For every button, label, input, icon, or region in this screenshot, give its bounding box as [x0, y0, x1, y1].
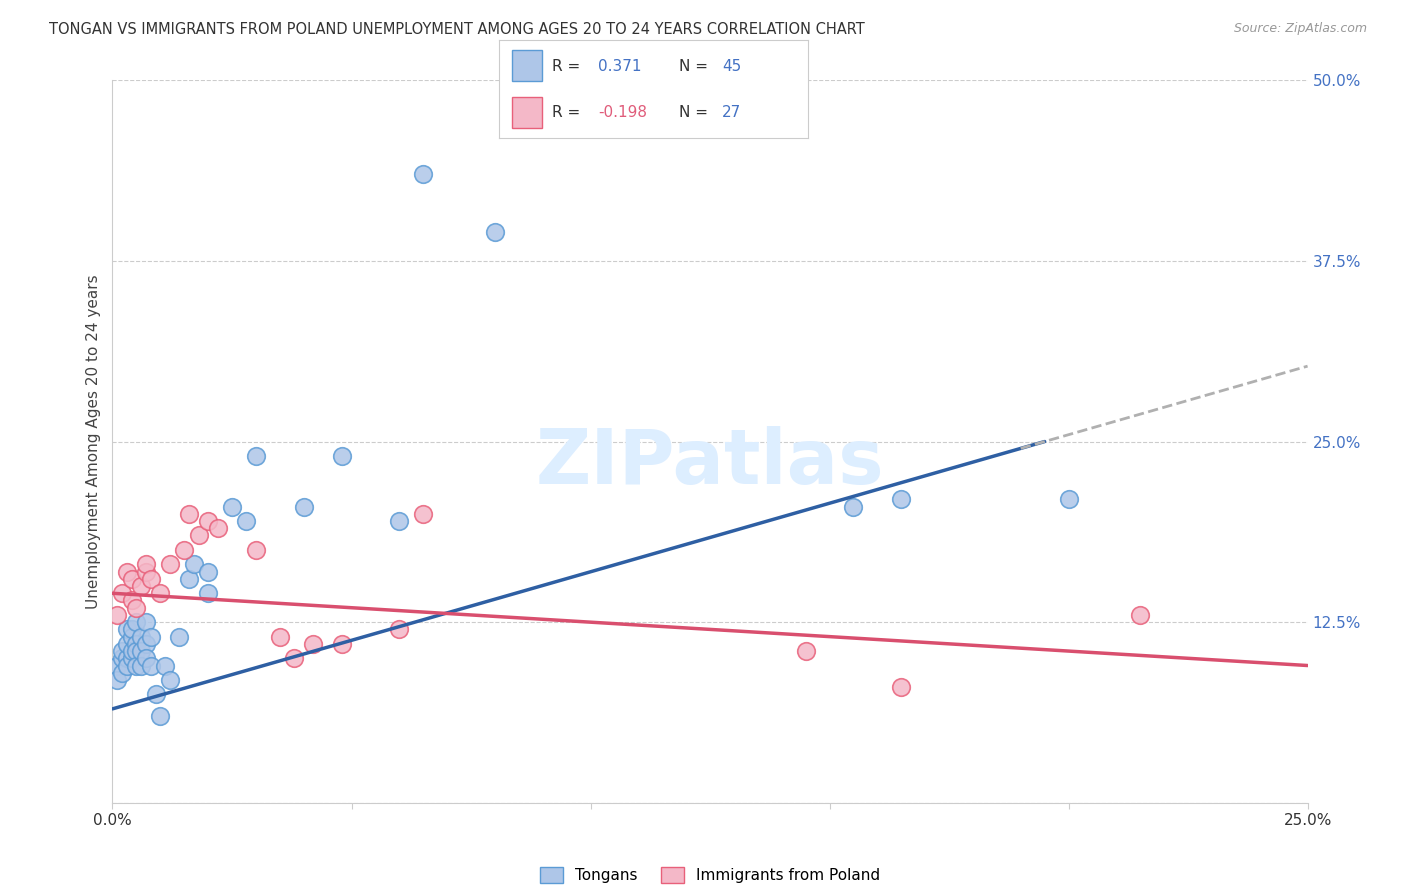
Point: [890, 680, 912, 694]
Legend: Tongans, Immigrants from Poland: Tongans, Immigrants from Poland: [534, 861, 886, 889]
Point: [121, 651, 143, 665]
Point: [115, 651, 138, 665]
Text: R =: R =: [551, 105, 579, 120]
Point: [105, 673, 128, 687]
Point: [177, 507, 200, 521]
Point: [139, 630, 162, 644]
Point: [245, 542, 267, 557]
Point: [115, 565, 138, 579]
Text: -0.198: -0.198: [598, 105, 647, 120]
Point: [125, 637, 148, 651]
Text: N =: N =: [679, 59, 707, 74]
FancyBboxPatch shape: [512, 50, 543, 81]
Point: [1129, 607, 1152, 622]
Point: [135, 558, 157, 572]
Text: 45: 45: [721, 59, 741, 74]
Point: [125, 658, 148, 673]
Point: [173, 542, 195, 557]
Point: [169, 630, 191, 644]
Point: [1057, 492, 1080, 507]
Point: [111, 651, 134, 665]
Point: [159, 558, 181, 572]
Text: N =: N =: [679, 105, 707, 120]
Point: [388, 623, 411, 637]
Point: [145, 687, 167, 701]
Point: [135, 637, 157, 651]
Point: [794, 644, 817, 658]
Text: 27: 27: [721, 105, 741, 120]
Point: [412, 507, 434, 521]
Point: [330, 637, 353, 651]
Point: [890, 492, 912, 507]
Y-axis label: Unemployment Among Ages 20 to 24 years: Unemployment Among Ages 20 to 24 years: [86, 274, 101, 609]
Point: [121, 572, 143, 586]
Text: 0.371: 0.371: [598, 59, 641, 74]
Point: [302, 637, 325, 651]
Point: [135, 651, 157, 665]
Point: [197, 565, 219, 579]
Point: [159, 673, 181, 687]
Point: [269, 630, 291, 644]
Point: [283, 651, 305, 665]
Point: [412, 167, 434, 181]
Point: [187, 528, 209, 542]
Point: [125, 644, 148, 658]
Point: [121, 593, 143, 607]
Text: Source: ZipAtlas.com: Source: ZipAtlas.com: [1233, 22, 1367, 36]
Text: ZIPatlas: ZIPatlas: [536, 426, 884, 500]
Point: [197, 586, 219, 600]
Point: [111, 644, 134, 658]
Point: [139, 572, 162, 586]
Point: [149, 586, 172, 600]
Point: [105, 658, 128, 673]
Point: [111, 586, 134, 600]
Point: [235, 514, 257, 528]
Text: TONGAN VS IMMIGRANTS FROM POLAND UNEMPLOYMENT AMONG AGES 20 TO 24 YEARS CORRELAT: TONGAN VS IMMIGRANTS FROM POLAND UNEMPLO…: [49, 22, 865, 37]
Point: [121, 630, 143, 644]
Point: [183, 558, 205, 572]
Point: [177, 572, 200, 586]
Point: [135, 565, 157, 579]
Point: [125, 615, 148, 630]
Point: [115, 623, 138, 637]
Text: R =: R =: [551, 59, 579, 74]
Point: [149, 709, 172, 723]
Point: [105, 607, 128, 622]
Point: [207, 521, 229, 535]
Point: [111, 665, 134, 680]
Point: [842, 500, 865, 514]
Point: [153, 658, 176, 673]
Point: [121, 623, 143, 637]
Point: [245, 449, 267, 463]
Point: [388, 514, 411, 528]
Point: [292, 500, 315, 514]
Point: [135, 615, 157, 630]
Point: [115, 658, 138, 673]
Point: [129, 630, 152, 644]
Point: [125, 600, 148, 615]
Point: [221, 500, 243, 514]
Point: [129, 658, 152, 673]
Point: [129, 579, 152, 593]
Point: [484, 225, 506, 239]
Point: [129, 644, 152, 658]
Point: [330, 449, 353, 463]
FancyBboxPatch shape: [512, 97, 543, 128]
Point: [197, 514, 219, 528]
Point: [121, 644, 143, 658]
Point: [115, 637, 138, 651]
Point: [139, 658, 162, 673]
